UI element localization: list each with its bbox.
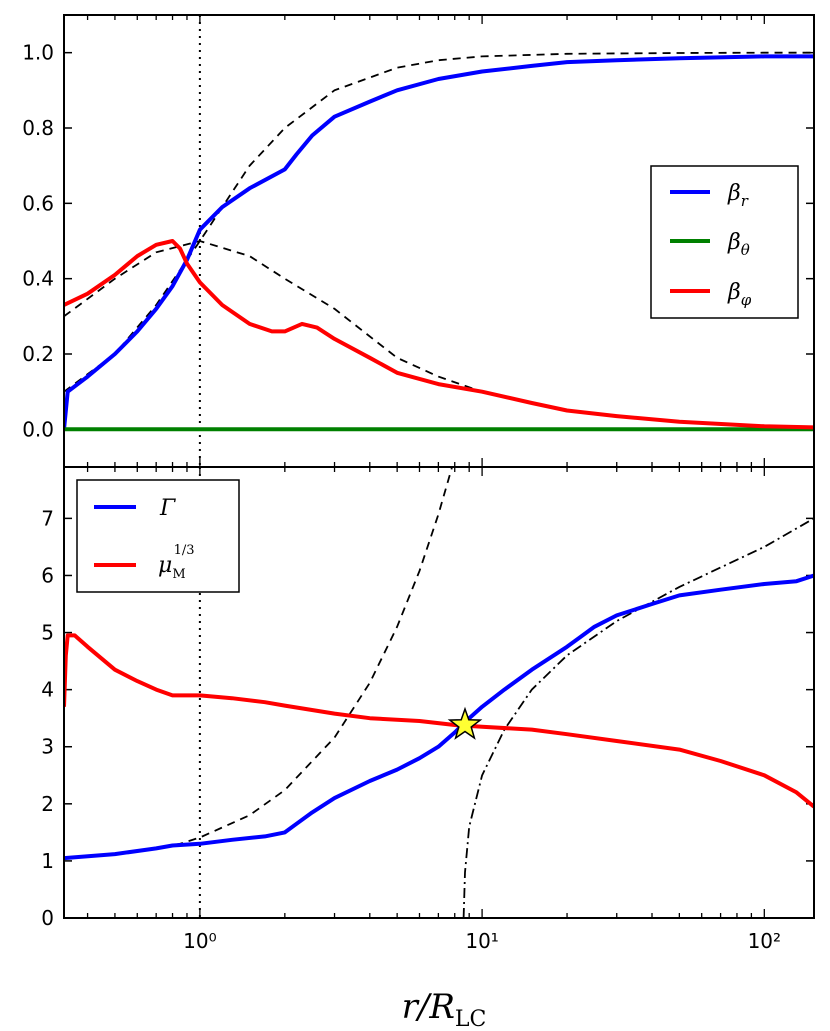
legend-label-gamma: Γ — [159, 496, 176, 521]
bottom-xtick-label: 10⁰ — [183, 929, 216, 953]
top-ytick-label: 0.6 — [22, 191, 54, 215]
sonic-point-star-marker — [447, 706, 483, 740]
top-ytick-label: 0.2 — [22, 342, 54, 366]
top-series-line — [64, 239, 814, 430]
top-ytick-label: 0.8 — [22, 116, 54, 140]
top-legend: βr βθ βφ — [650, 165, 799, 319]
bottom-panel: 0 1 2 3 4 5 6 7 10⁰ 10¹ 10² Γ μM1/3 — [41, 466, 815, 953]
bottom-legend-box — [76, 479, 240, 593]
bottom-series — [64, 573, 814, 861]
bottom-ytick-label: 3 — [41, 735, 54, 759]
bottom-legend: Γ μM1/3 — [76, 479, 240, 593]
top-ytick-label: 1.0 — [22, 41, 54, 65]
bottom-series-line — [64, 573, 814, 861]
bottom-ytick-label: 0 — [41, 906, 54, 930]
bottom-ytick-label: 5 — [41, 621, 54, 645]
top-yticks: 0.0 0.2 0.4 0.6 0.8 1.0 — [22, 41, 814, 441]
top-series — [64, 54, 814, 432]
bottom-axes-frame — [63, 466, 815, 919]
bottom-ytick-label: 4 — [41, 678, 54, 702]
top-plot-area — [64, 15, 814, 467]
x-axis-label: r/RLC — [402, 987, 487, 1031]
bottom-reference-curve-dashdot — [462, 517, 814, 918]
bottom-xtick-label: 10² — [748, 929, 781, 953]
bottom-reference-curve-dashed — [64, 467, 454, 859]
bottom-plot-area — [64, 467, 814, 918]
bottom-ytick-label: 2 — [41, 792, 54, 816]
bottom-yticks: 0 1 2 3 4 5 6 7 — [41, 506, 814, 930]
bottom-reference-curves — [64, 467, 814, 918]
bottom-xtick-label: 10¹ — [465, 929, 498, 953]
bottom-ytick-label: 6 — [41, 563, 54, 587]
bottom-series-line — [64, 633, 814, 809]
bottom-ytick-label: 1 — [41, 849, 54, 873]
top-ytick-label: 0.0 — [22, 417, 54, 441]
top-series-line — [64, 54, 814, 430]
bottom-ytick-label: 7 — [41, 506, 54, 530]
top-reference-curve-dashed — [64, 51, 814, 393]
top-panel: 0.0 0.2 0.4 0.6 0.8 1.0 βr βθ βφ — [22, 14, 815, 468]
top-ytick-label: 0.4 — [22, 267, 54, 291]
